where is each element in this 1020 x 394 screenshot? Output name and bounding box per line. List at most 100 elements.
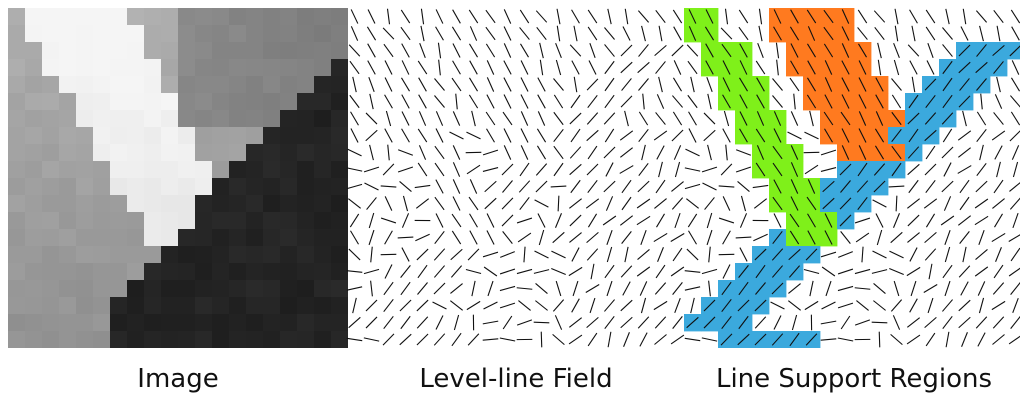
level-line-segment <box>620 147 633 158</box>
level-line-segment <box>690 297 695 314</box>
image-pixel <box>263 178 281 196</box>
image-pixel <box>178 178 196 196</box>
image-pixel <box>42 93 60 111</box>
image-pixel <box>59 314 77 332</box>
level-line-segment <box>875 94 884 109</box>
level-line-segment <box>685 148 700 157</box>
level-line-segment <box>539 59 544 76</box>
image-pixel <box>212 42 230 60</box>
image-pixel <box>8 93 26 111</box>
image-pixel <box>331 93 348 111</box>
image-pixel <box>331 314 348 332</box>
level-line-segment <box>672 9 683 24</box>
level-line-segment <box>978 297 985 314</box>
image-pixel <box>297 76 315 94</box>
image-pixel <box>76 246 94 264</box>
image-pixel <box>144 331 162 348</box>
level-line-segment <box>587 26 598 41</box>
level-line-segment <box>350 111 359 126</box>
level-line-segment <box>350 230 359 245</box>
level-line-segment <box>655 264 666 279</box>
level-line-segment <box>450 283 463 294</box>
level-line-segment <box>534 250 549 259</box>
image-pixel <box>42 127 60 145</box>
level-line-segment <box>941 146 954 159</box>
level-line-segment <box>772 78 783 91</box>
level-line-segment <box>773 179 782 194</box>
level-line-segment <box>907 214 920 227</box>
level-line-segment <box>518 300 531 311</box>
image-pixel <box>76 212 94 230</box>
level-line-segment <box>925 26 936 41</box>
level-line-segment <box>571 9 580 24</box>
level-line-segment <box>569 112 582 125</box>
level-line-segment <box>858 111 867 126</box>
level-line-segment <box>773 128 782 143</box>
level-line-segment <box>503 94 512 109</box>
level-line-segment <box>790 111 799 126</box>
level-line-segment <box>347 148 362 157</box>
image-pixel <box>144 178 162 196</box>
level-line-segment <box>924 78 937 91</box>
level-line-segment <box>944 246 951 263</box>
image-pixel <box>246 59 264 77</box>
image-pixel <box>280 25 298 43</box>
image-pixel <box>25 42 43 60</box>
level-line-segment <box>977 332 986 347</box>
level-line-segment <box>416 299 429 312</box>
level-line-segment <box>925 94 936 109</box>
image-pixel <box>161 42 179 60</box>
image-pixel <box>42 144 60 162</box>
level-line-segment <box>841 9 850 24</box>
level-line-segment <box>687 213 698 228</box>
level-line-segment <box>755 60 766 75</box>
image-pixel <box>297 178 315 196</box>
level-line-segment <box>346 286 363 291</box>
image-pixel <box>76 161 94 179</box>
level-line-segment <box>755 282 766 295</box>
level-line-segment <box>587 94 598 109</box>
level-line-segment <box>469 179 478 194</box>
level-line-segment <box>383 315 394 330</box>
image-pixel <box>263 314 281 332</box>
image-pixel <box>178 8 196 26</box>
level-line-segment <box>672 247 683 262</box>
level-line-segment <box>907 198 920 209</box>
level-line-segment <box>688 128 697 143</box>
level-line-segment <box>589 42 596 59</box>
image-pixel <box>144 25 162 43</box>
level-line-segment <box>706 76 713 93</box>
level-line-segment <box>907 163 920 176</box>
level-line-segment <box>923 198 938 209</box>
image-pixel <box>110 212 128 230</box>
level-line-segment <box>891 94 902 109</box>
level-line-segment <box>640 229 647 246</box>
level-line-segment <box>857 162 868 177</box>
level-line-segment <box>959 179 970 194</box>
level-line-segment <box>688 111 697 126</box>
level-line-segment <box>1010 247 1020 262</box>
image-pixel <box>280 331 298 348</box>
level-line-segment <box>911 25 916 42</box>
level-line-segment <box>642 93 645 110</box>
image-pixel <box>331 212 348 230</box>
level-line-segment <box>722 264 731 279</box>
level-line-segment <box>435 111 444 126</box>
level-line-segment <box>996 25 1001 42</box>
level-line-segment <box>671 95 684 108</box>
image-pixel <box>229 127 247 145</box>
image-pixel <box>25 246 43 264</box>
level-line-segment <box>688 9 697 24</box>
level-line-segment <box>418 145 427 160</box>
level-line-segment <box>435 26 444 41</box>
image-pixel <box>263 76 281 94</box>
level-line-segment <box>928 263 933 280</box>
level-line-segment <box>906 334 921 345</box>
level-line-segment <box>721 43 732 58</box>
level-line-segment <box>400 315 411 330</box>
image-pixel <box>178 110 196 128</box>
level-line-segment <box>790 179 799 194</box>
level-line-segment <box>704 26 715 41</box>
level-line-segment <box>790 196 799 211</box>
level-line-segment <box>706 212 713 229</box>
